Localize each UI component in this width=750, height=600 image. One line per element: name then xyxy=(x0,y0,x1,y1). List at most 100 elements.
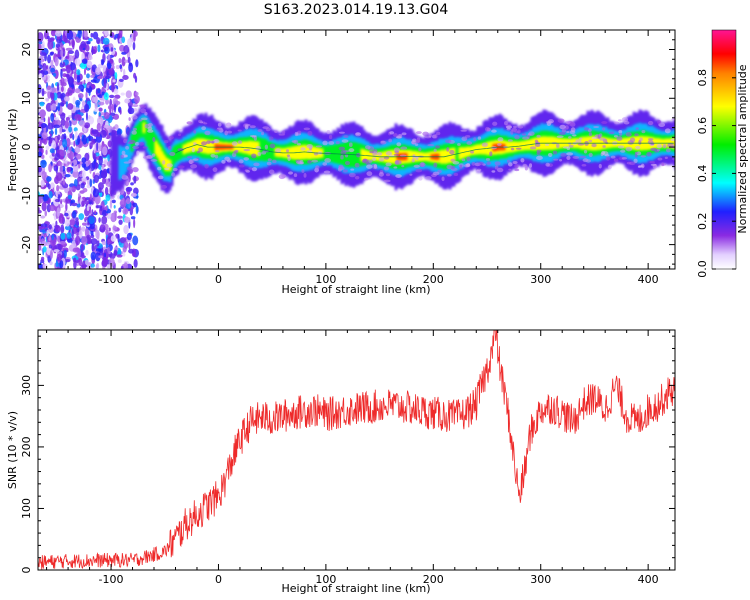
noise-speck xyxy=(49,261,53,266)
noise-speck xyxy=(86,73,90,79)
halo-speck xyxy=(193,129,197,134)
noise-speck xyxy=(109,94,115,99)
noise-speck xyxy=(45,97,50,102)
noise-speck xyxy=(62,61,66,67)
halo-speck xyxy=(432,171,440,176)
halo-speck xyxy=(657,119,662,125)
noise-speck xyxy=(107,105,112,110)
halo-speck xyxy=(415,168,423,173)
noise-speck xyxy=(73,159,78,166)
noise-speck xyxy=(90,230,94,236)
noise-speck xyxy=(77,193,81,197)
ridge-cell xyxy=(132,131,136,147)
noise-speck xyxy=(56,184,60,192)
halo-speck xyxy=(510,147,515,151)
noise-speck xyxy=(71,240,77,249)
halo-speck xyxy=(427,144,435,147)
noise-speck xyxy=(81,177,87,183)
noise-speck xyxy=(123,224,129,235)
noise-speck xyxy=(104,47,109,52)
halo-speck xyxy=(450,165,455,170)
halo-speck xyxy=(121,174,126,179)
halo-speck xyxy=(186,156,193,159)
noise-speck xyxy=(48,191,53,199)
noise-speck xyxy=(81,226,86,232)
noise-speck xyxy=(91,140,96,145)
halo-speck xyxy=(461,136,468,142)
y-tick-label: 0 xyxy=(20,567,33,574)
noise-speck xyxy=(130,192,138,198)
noise-speck xyxy=(101,164,105,170)
ridge-cell xyxy=(142,122,146,134)
noise-speck xyxy=(91,96,96,103)
halo-speck xyxy=(388,138,392,143)
halo-speck xyxy=(633,158,638,164)
halo-speck xyxy=(620,149,626,153)
noise-speck xyxy=(62,138,68,148)
halo-speck xyxy=(568,144,574,148)
halo-speck xyxy=(570,127,576,133)
noise-speck xyxy=(68,126,72,133)
noise-speck xyxy=(69,62,76,71)
colorbar-ticks: 0.0 0.2 0.4 0.6 0.8 xyxy=(696,69,736,278)
noise-speck xyxy=(39,101,45,107)
halo-speck xyxy=(671,118,675,121)
halo-speck xyxy=(186,121,193,125)
noise-speck xyxy=(113,103,117,114)
halo-speck xyxy=(350,168,355,171)
ridge-cell xyxy=(138,122,142,138)
halo-speck xyxy=(577,143,585,146)
halo-speck xyxy=(257,129,263,133)
halo-speck xyxy=(191,147,195,153)
noise-speck xyxy=(97,44,101,53)
halo-speck xyxy=(147,126,153,131)
halo-speck xyxy=(415,156,419,161)
noise-speck xyxy=(87,262,93,269)
halo-speck xyxy=(665,148,671,153)
halo-speck xyxy=(647,139,654,145)
halo-speck xyxy=(635,127,639,130)
noise-speck xyxy=(95,248,102,252)
noise-speck xyxy=(53,165,59,172)
halo-speck xyxy=(505,125,513,129)
noise-speck xyxy=(81,58,88,64)
noise-speck xyxy=(56,82,60,92)
halo-speck xyxy=(661,162,665,167)
noise-speck xyxy=(69,132,73,139)
noise-speck xyxy=(113,249,118,256)
halo-speck xyxy=(513,125,517,129)
halo-speck xyxy=(136,150,140,156)
halo-speck xyxy=(342,169,348,173)
noise-speck xyxy=(59,241,66,245)
noise-speck xyxy=(86,205,90,212)
noise-speck xyxy=(49,133,52,137)
halo-speck xyxy=(656,149,661,152)
halo-speck xyxy=(593,126,600,129)
noise-speck xyxy=(116,215,123,219)
noise-speck xyxy=(81,157,87,164)
noise-speck xyxy=(111,199,116,204)
noise-speck xyxy=(82,222,87,226)
ridge-cell xyxy=(146,124,150,147)
ridge-cell xyxy=(116,135,120,191)
noise-speck xyxy=(73,107,80,111)
noise-speck xyxy=(112,126,116,130)
halo-speck xyxy=(335,140,340,145)
halo-speck xyxy=(460,129,468,132)
halo-speck xyxy=(413,164,420,168)
noise-speck xyxy=(120,198,127,208)
halo-speck xyxy=(436,131,441,136)
noise-speck xyxy=(47,122,53,130)
halo-speck xyxy=(514,168,520,172)
noise-speck xyxy=(128,242,131,250)
noise-speck xyxy=(59,165,64,173)
halo-speck xyxy=(560,152,567,157)
halo-speck xyxy=(393,133,398,137)
colorbar-tick-label: 0.8 xyxy=(696,69,709,87)
noise-speck xyxy=(54,225,61,233)
ridge-cell xyxy=(174,145,178,162)
colorbar-tick-label: 0.6 xyxy=(696,117,709,135)
noise-speck xyxy=(38,237,42,244)
halo-speck xyxy=(664,156,668,160)
halo-speck xyxy=(341,139,349,143)
